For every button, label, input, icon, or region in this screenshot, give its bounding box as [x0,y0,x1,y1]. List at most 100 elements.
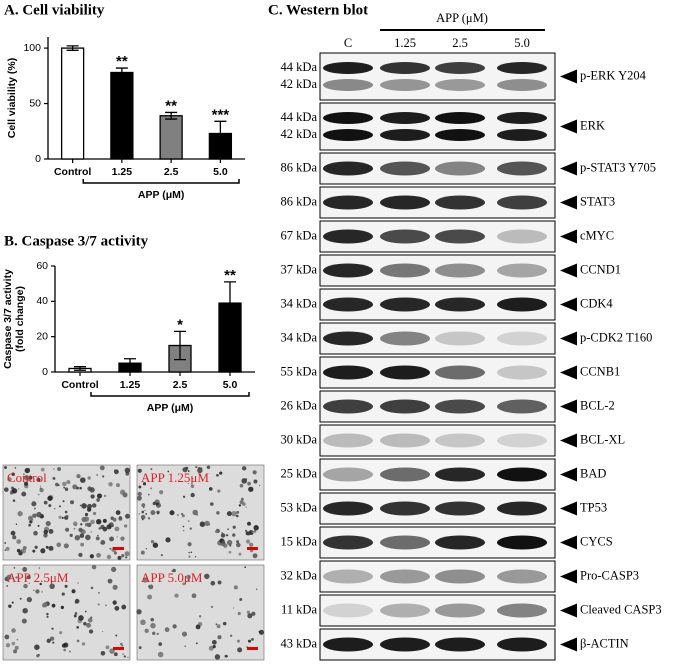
cell [89,504,92,507]
cell [241,466,247,471]
band [497,297,547,312]
protein-label: BCL-2 [580,398,615,412]
lane-label: 2.5 [452,36,468,50]
cell [90,494,95,499]
band [435,535,485,550]
cell [91,564,97,570]
cell [32,513,37,518]
protein-label: Pro-CASP3 [580,568,639,582]
cell [251,637,254,641]
cell [111,524,114,527]
size-label: 44 kDa [281,60,318,74]
cell [195,642,198,645]
arrow [560,161,577,176]
band [435,195,485,210]
cell [23,474,30,481]
blot-row: 15 kDa CYCS [281,526,613,559]
blot-row: 67 kDa cMYC [281,220,614,253]
band [323,433,373,448]
cell [28,475,33,480]
band [323,603,373,618]
cell [61,516,64,519]
cell [9,491,13,495]
cell [115,634,118,637]
cell [172,624,177,629]
band [380,399,430,414]
cell [97,603,100,606]
band [323,399,373,414]
cell [204,573,210,580]
size-label: 44 kDa [281,110,318,124]
band [380,569,430,584]
cell [111,566,117,573]
error-bar [224,281,236,325]
size-label: 53 kDa [281,500,318,514]
arrow [560,297,577,312]
micrograph: Control [2,464,131,561]
panel-title: C. Western blot [268,2,368,18]
cell [210,502,214,506]
cell [76,626,79,629]
cell [150,510,156,516]
cell [61,643,67,648]
cell [64,487,69,492]
cell [258,484,261,487]
micrograph: APP 2.5μM [2,564,131,661]
cell [11,628,16,633]
band [497,263,547,278]
cell [11,472,15,476]
cell [63,486,66,489]
cell [73,527,76,530]
cell [33,507,36,510]
cell [141,518,144,521]
cell [76,639,80,643]
blot-row: 34 kDa p-CDK2 T160 [281,322,652,355]
cell [136,495,142,501]
band [435,501,485,516]
bar [110,71,134,160]
cell [72,484,78,490]
cell [96,518,102,525]
cell [73,614,77,618]
cell [195,624,201,630]
cell [34,644,40,650]
blot-row: 30 kDa BCL-XL [281,424,625,457]
x-tick-label: 2.5 [173,379,188,391]
cell [216,473,219,477]
cell [47,495,53,501]
cell [148,584,154,590]
cell [236,510,240,514]
cell [208,645,214,651]
arrow [560,501,577,516]
cell [239,483,244,488]
band [323,263,373,278]
cell [102,526,108,532]
cell [226,655,229,658]
cell [78,527,83,533]
cell [98,527,101,530]
arrow [560,331,577,346]
cell [48,529,54,534]
cell [81,642,86,646]
cell [37,524,40,527]
group-label: APP (μM) [147,402,193,414]
cell [96,552,101,558]
cell [182,529,185,532]
band [380,603,430,618]
cell [156,510,160,514]
cell [206,465,211,470]
band [323,467,373,482]
cell [45,545,49,549]
cell [164,627,170,633]
cell [83,516,90,522]
bar [159,115,183,160]
cell [13,649,18,654]
cell [96,498,100,502]
cell [246,531,251,536]
cell [40,548,46,554]
cell [140,550,145,555]
size-label: 86 kDa [281,194,318,208]
band [323,637,373,652]
cell [138,646,142,650]
protein-label: cMYC [580,228,614,242]
